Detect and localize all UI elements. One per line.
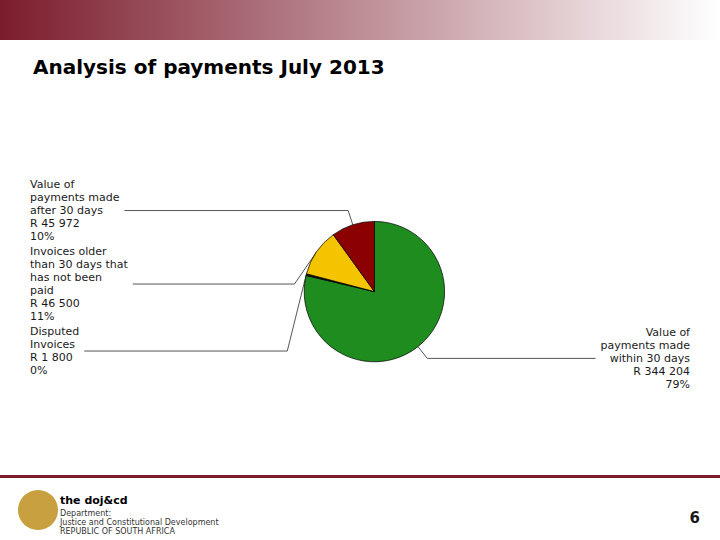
svg-text:Analysis of payments July 2013: Analysis of payments July 2013 xyxy=(33,55,385,79)
svg-text:Invoices older: Invoices older xyxy=(30,245,107,258)
svg-text:R 46 500: R 46 500 xyxy=(30,297,80,310)
svg-text:the doj&cd: the doj&cd xyxy=(60,494,128,507)
svg-text:R 45 972: R 45 972 xyxy=(30,217,80,230)
svg-text:has not been: has not been xyxy=(30,271,102,284)
svg-text:Value of: Value of xyxy=(646,326,691,339)
svg-text:Justice and Constitutional Dev: Justice and Constitutional Development xyxy=(59,518,219,527)
svg-text:payments made: payments made xyxy=(30,191,120,204)
svg-text:after 30 days: after 30 days xyxy=(30,204,103,217)
svg-text:79%: 79% xyxy=(666,378,690,391)
svg-text:Invoices: Invoices xyxy=(30,338,75,351)
svg-text:R 344 204: R 344 204 xyxy=(633,365,690,378)
svg-text:paid: paid xyxy=(30,284,54,297)
svg-text:0%: 0% xyxy=(30,364,47,377)
svg-text:than 30 days that: than 30 days that xyxy=(30,258,128,271)
svg-text:REPUBLIC OF SOUTH AFRICA: REPUBLIC OF SOUTH AFRICA xyxy=(60,527,175,536)
svg-text:R 1 800: R 1 800 xyxy=(30,351,73,364)
svg-text:payments made: payments made xyxy=(601,339,691,352)
svg-text:within 30 days: within 30 days xyxy=(610,352,691,365)
svg-text:6: 6 xyxy=(690,509,700,527)
svg-text:11%: 11% xyxy=(30,310,54,323)
svg-text:10%: 10% xyxy=(30,230,54,243)
svg-text:Disputed: Disputed xyxy=(30,325,79,338)
svg-text:Value of: Value of xyxy=(30,178,75,191)
svg-text:Department:: Department: xyxy=(60,509,111,518)
